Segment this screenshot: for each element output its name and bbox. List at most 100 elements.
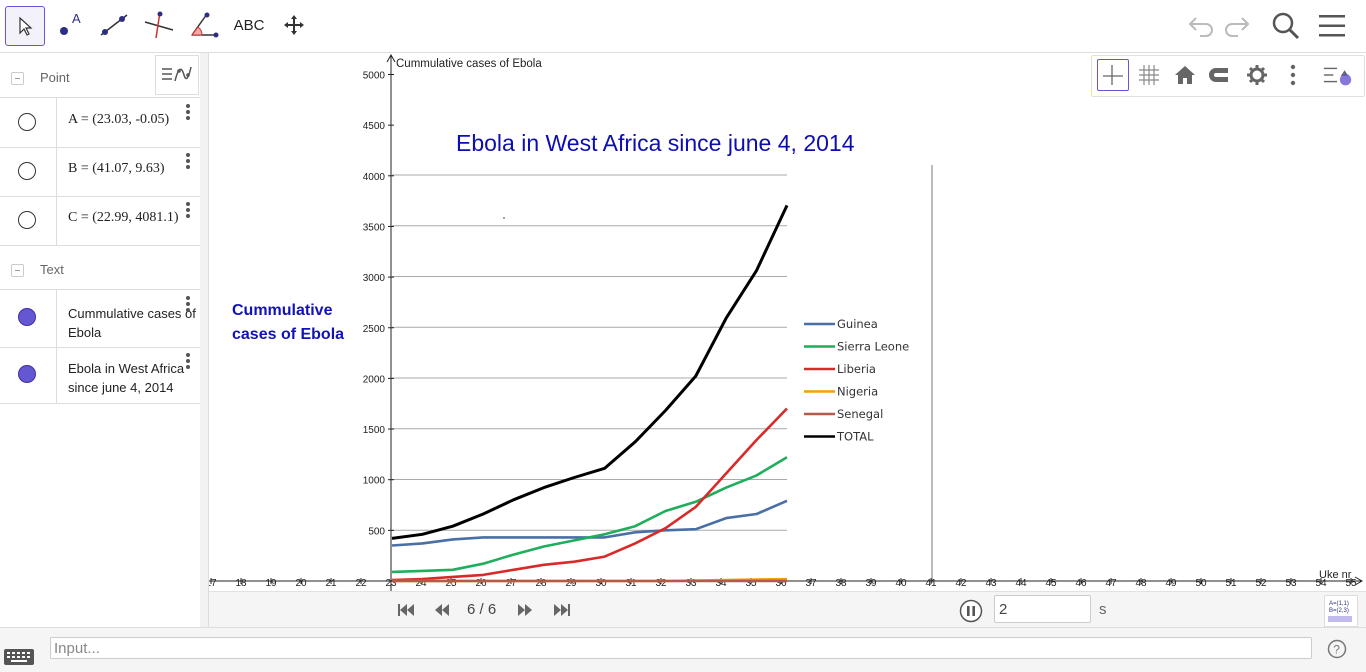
row-divider: [56, 196, 57, 245]
more-options-icon[interactable]: [186, 353, 190, 371]
side-label-line-2[interactable]: cases of Ebola: [232, 326, 344, 343]
graphics-settings-button[interactable]: [1241, 59, 1273, 91]
menu-icon[interactable]: [1318, 13, 1346, 39]
pause-icon[interactable]: [959, 599, 983, 623]
help-icon[interactable]: ?: [1327, 639, 1347, 659]
x-tick-label: 39: [865, 578, 877, 589]
chart-title[interactable]: Ebola in West Africa since june 4, 2014: [456, 130, 855, 156]
step-back-icon[interactable]: [432, 603, 452, 617]
undo-icon[interactable]: [1186, 10, 1216, 40]
y-tick-label: 2500: [363, 324, 386, 335]
algebra-row-point-a[interactable]: A = (23.03, -0.05): [0, 97, 200, 148]
move-graphics-tool-button[interactable]: [275, 6, 313, 44]
visibility-toggle[interactable]: [18, 113, 36, 131]
group-header-point[interactable]: Point: [0, 55, 200, 99]
animation-speed-input[interactable]: [994, 595, 1091, 623]
axes-icon: [1101, 63, 1125, 87]
x-tick-label: 25: [445, 578, 457, 589]
y-tick-label: 500: [368, 526, 385, 537]
y-tick-label: 1500: [363, 425, 386, 436]
skip-to-start-icon[interactable]: [396, 603, 416, 617]
angle-tool-button[interactable]: [185, 6, 223, 44]
graphics-view[interactable]: 1718192021222324252627282930313233343536…: [209, 53, 1366, 591]
toggle-grid-button[interactable]: [1133, 59, 1165, 91]
keyboard-icon[interactable]: [4, 649, 34, 665]
style-bar: [1091, 55, 1365, 97]
text-1-content[interactable]: Cummulative cases of Ebola: [68, 304, 196, 342]
group-title-text: Text: [40, 262, 64, 277]
point-capturing-button[interactable]: [1205, 59, 1237, 91]
collapse-icon[interactable]: [11, 72, 24, 85]
step-forward-icon[interactable]: [515, 603, 535, 617]
standard-view-button[interactable]: [1169, 59, 1201, 91]
y-tick-label: 3500: [363, 222, 386, 233]
text-tool-button[interactable]: ABC: [230, 6, 268, 44]
view-resize-handle[interactable]: [200, 53, 209, 627]
text-visibility-toggle[interactable]: [18, 308, 36, 326]
perpendicular-tool-button[interactable]: [140, 6, 178, 44]
more-options-icon[interactable]: [186, 153, 190, 171]
x-tick-label: 22: [355, 578, 367, 589]
x-tick-label: 21: [325, 578, 337, 589]
row-divider: [56, 347, 57, 403]
algebra-row-point-b[interactable]: B = (41.07, 9.63): [0, 147, 200, 197]
side-label-line-1[interactable]: Cummulative: [232, 302, 333, 319]
svg-text:B=(2,3): B=(2,3): [1329, 608, 1349, 614]
animation-bar: 6 / 6 s A=(1,1)B=(2,3): [209, 591, 1366, 628]
text-visibility-toggle[interactable]: [18, 365, 36, 383]
toggle-axes-button[interactable]: [1097, 59, 1129, 91]
graphics-canvas[interactable]: 1718192021222324252627282930313233343536…: [209, 53, 1366, 591]
point-b-definition[interactable]: B = (41.07, 9.63): [68, 161, 196, 177]
x-tick-label: 31: [625, 578, 637, 589]
text-2-content[interactable]: Ebola in West Africa since june 4, 2014: [68, 359, 196, 397]
x-tick-label: 19: [265, 578, 277, 589]
algebra-input-field[interactable]: Input...: [50, 637, 1312, 659]
legend-label: Sierra Leone: [837, 340, 909, 354]
point-tool-button[interactable]: A: [50, 6, 88, 44]
legend-label: Nigeria: [837, 385, 878, 399]
algebra-description-toggle[interactable]: A=(1,1)B=(2,3): [1324, 595, 1358, 627]
visibility-toggle[interactable]: [18, 211, 36, 229]
segment-icon: [97, 10, 131, 40]
collapse-icon[interactable]: [11, 264, 24, 277]
row-divider: [56, 147, 57, 196]
svg-text:A: A: [72, 11, 81, 26]
magnet-icon: [1208, 64, 1234, 86]
x-tick-label: 41: [925, 578, 937, 589]
group-header-text[interactable]: Text: [0, 247, 200, 291]
x-tick-label: 38: [835, 578, 847, 589]
group-title-point: Point: [40, 70, 70, 85]
search-icon[interactable]: [1270, 10, 1302, 42]
x-tick-label: 47: [1105, 578, 1117, 589]
more-options-icon[interactable]: [186, 296, 190, 314]
algebra-row-text-2[interactable]: Ebola in West Africa since june 4, 2014: [0, 347, 200, 404]
skip-to-end-icon[interactable]: [552, 603, 572, 617]
point-c-definition[interactable]: C = (22.99, 4081.1): [68, 210, 196, 226]
x-tick-label: 42: [955, 578, 967, 589]
home-icon: [1174, 64, 1196, 86]
redo-icon[interactable]: [1222, 10, 1252, 40]
x-tick-label: 45: [1045, 578, 1057, 589]
segment-tool-button[interactable]: [95, 6, 133, 44]
y-axis-label: Cummulative cases of Ebola: [396, 58, 542, 70]
x-axis-label: Uke nr: [1319, 569, 1352, 581]
algebra-row-text-1[interactable]: Cummulative cases of Ebola: [0, 289, 200, 348]
more-style-options-button[interactable]: [1277, 59, 1309, 91]
point-a-definition[interactable]: A = (23.03, -0.05): [68, 112, 196, 128]
x-tick-label: 46: [1075, 578, 1087, 589]
x-tick-label: 53: [1285, 578, 1297, 589]
svg-text:A=(1,1): A=(1,1): [1329, 601, 1349, 607]
grid-icon: [1137, 63, 1161, 87]
algebra-view: Point A = (23.03, -0.05) B = (41.07, 9.6…: [0, 53, 201, 627]
x-tick-label: 20: [295, 578, 307, 589]
x-tick-label: 50: [1195, 578, 1207, 589]
toggle-style-bar-button[interactable]: [1322, 59, 1354, 91]
more-options-icon[interactable]: [186, 104, 190, 122]
more-options-icon[interactable]: [186, 202, 190, 220]
x-tick-label: 40: [895, 578, 907, 589]
algebra-row-point-c[interactable]: C = (22.99, 4081.1): [0, 196, 200, 246]
visibility-toggle[interactable]: [18, 162, 36, 180]
legend-label: TOTAL: [836, 430, 874, 444]
move-tool-button[interactable]: [5, 6, 45, 46]
point-icon: A: [54, 10, 84, 40]
